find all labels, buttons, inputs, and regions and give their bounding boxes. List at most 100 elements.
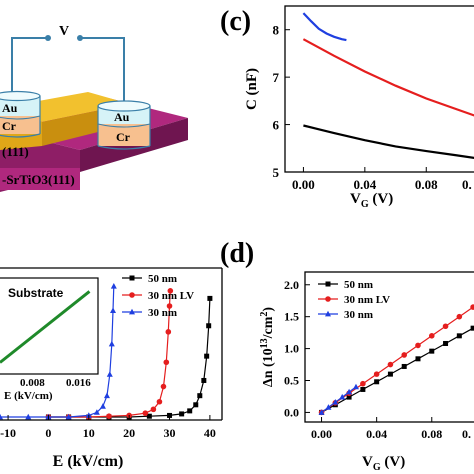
substrate-label: -SrTiO3(111) — [2, 172, 75, 187]
iv-point — [156, 398, 163, 405]
voltage-label: V — [59, 24, 69, 39]
iv-point — [197, 393, 203, 399]
substrate-front-band — [0, 168, 80, 190]
iv-point — [99, 403, 106, 409]
capacitance-series-line — [303, 124, 474, 159]
iv-point — [103, 392, 110, 399]
left-electrode-au: Au — [2, 101, 18, 115]
capacitance-series-line — [302, 12, 347, 42]
iv-point — [167, 288, 174, 294]
legend-label: 30 nm LV — [148, 290, 194, 302]
panel-c-letter: (c) — [220, 6, 251, 37]
dn-point — [387, 371, 393, 377]
y-tick-label: 1.0 — [284, 342, 299, 356]
inset-substrate-line — [0, 290, 91, 364]
iv-point — [204, 353, 210, 359]
right-electrode-au: Au — [114, 110, 130, 124]
iv-point — [0, 413, 3, 420]
dn-series-line — [321, 306, 474, 413]
legend-marker — [325, 281, 331, 287]
dn-series-line — [321, 327, 474, 413]
dn-point — [443, 340, 449, 346]
y-tick-label: 1.5 — [284, 310, 299, 324]
chart-d: 0.0 0.5 1.0 1.5 2.0 0.00 0.04 0.08 0. 50 nm 30 nm … — [259, 271, 474, 473]
y-tick-label: 5 — [273, 165, 280, 180]
legend-marker — [129, 308, 135, 315]
iv-point — [179, 411, 185, 417]
iv-point — [206, 323, 212, 329]
x-tick-label: 40 — [204, 426, 216, 440]
terminal-left — [45, 35, 51, 41]
right-electrode: Au Cr — [97, 100, 151, 150]
x-tick-label: 0 — [45, 426, 51, 440]
iv-point — [108, 340, 115, 347]
left-electrode: Au Cr — [0, 90, 41, 138]
inset-tick-label: 0.016 — [66, 377, 91, 389]
iv-point — [110, 283, 117, 289]
x-tick-label: 10 — [83, 426, 95, 440]
iv-point — [146, 413, 152, 419]
legend-label: 50 nm — [344, 279, 373, 291]
plot-frame — [284, 5, 474, 173]
legend-label: 30 nm — [344, 309, 373, 321]
x-tick-label: 0.04 — [366, 427, 387, 441]
x-tick-label: 20 — [123, 426, 135, 440]
inset-tick-label: 0.008 — [20, 377, 45, 389]
iv-point — [166, 303, 173, 309]
plot-frame — [304, 271, 474, 423]
x-tick-label: 0. — [462, 177, 472, 192]
x-tick-label: 30 — [164, 426, 176, 440]
x-tick-label: 0.08 — [415, 177, 438, 192]
x-axis-label: VG (V) — [350, 191, 393, 210]
iv-point — [165, 329, 172, 335]
inset-label: Substrate — [8, 286, 64, 300]
dn-point — [456, 333, 462, 339]
iv-point — [207, 295, 213, 301]
dn-point — [325, 404, 332, 410]
film-label: (111) — [2, 144, 29, 159]
iv-series-line — [0, 286, 115, 418]
iv-point — [142, 410, 149, 416]
iv-point — [193, 402, 199, 408]
dn-point — [387, 361, 394, 368]
legend-marker — [325, 296, 331, 302]
x-tick-label: 0. — [462, 427, 471, 441]
dn-point — [318, 409, 325, 415]
iv-point — [163, 359, 170, 366]
y-tick-label: 8 — [273, 23, 280, 38]
x-axis-label: VG (V) — [362, 454, 405, 473]
dn-point — [470, 325, 474, 331]
wire-left — [11, 37, 46, 104]
dn-point — [346, 394, 352, 400]
y-tick-label: 6 — [273, 118, 280, 133]
iv-point — [201, 377, 207, 383]
y-tick-label: 2.0 — [284, 278, 299, 292]
inset-x-axis-label: E (kV/cm) — [4, 390, 53, 402]
legend-label: 30 nm LV — [344, 294, 390, 306]
legend-marker — [325, 310, 331, 317]
dn-point — [360, 380, 366, 387]
x-tick-label: 0.04 — [353, 177, 376, 192]
dn-point — [401, 352, 408, 358]
right-electrode-cr: Cr — [116, 130, 131, 144]
left-electrode-cr: Cr — [2, 119, 17, 133]
legend-label: 30 nm — [148, 307, 177, 319]
dn-point — [346, 388, 353, 395]
dn-point — [415, 342, 421, 349]
capacitance-series-line — [302, 38, 474, 117]
legend-marker — [129, 275, 135, 281]
terminal-right — [77, 35, 83, 41]
y-axis-label: Δn (1013/cm2) — [259, 307, 276, 388]
y-axis-label: C (nF) — [244, 68, 260, 110]
iv-point — [110, 307, 117, 313]
y-tick-label: 7 — [273, 70, 280, 85]
x-tick-label: 0.00 — [311, 427, 332, 441]
dn-point — [352, 383, 359, 390]
iv-point — [65, 413, 72, 420]
x-tick-label: 0.00 — [292, 177, 315, 192]
dn-point — [339, 393, 346, 400]
iv-point — [93, 409, 100, 415]
iv-point — [106, 371, 113, 377]
y-tick-label: 0.5 — [284, 374, 299, 388]
